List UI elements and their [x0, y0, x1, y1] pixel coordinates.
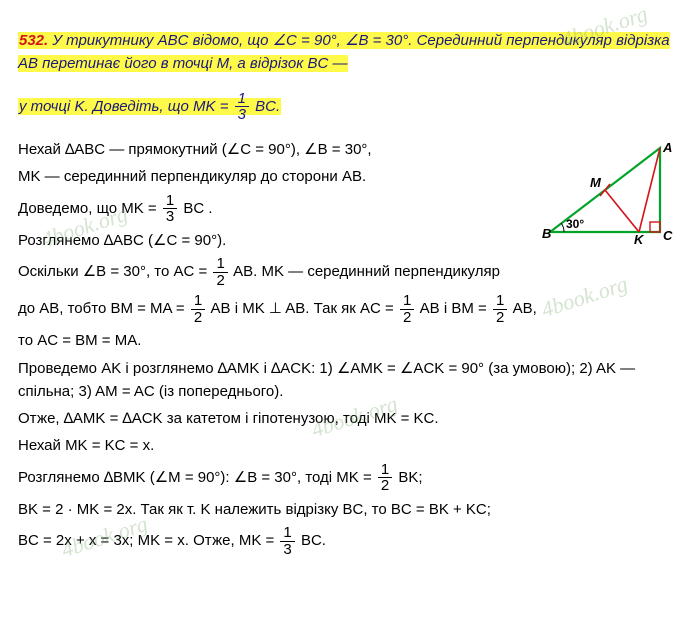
sol-p13a: BC = 2x + x = 3x; MK = x. Отже, MK = [18, 532, 278, 549]
sol-p6b: AB і MK ⊥ AB. Так як AC = [211, 300, 398, 317]
statement-fraction: 1 3 [235, 91, 249, 124]
frac-den: 3 [235, 107, 249, 123]
frac-1-2-d: 12 [493, 293, 507, 326]
sol-p9: Отже, ∆AMK = ∆ACK за катетом і гіпотенуз… [18, 407, 677, 430]
frac-1-2-c: 12 [400, 293, 414, 326]
sol-p11: Розглянемо ∆BMK (∠M = 90°): ∠B = 30°, то… [18, 462, 677, 495]
sol-p3b: BC . [183, 200, 212, 217]
frac-den: 3 [280, 542, 294, 558]
label-M: M [590, 175, 602, 190]
frac-den: 2 [191, 310, 205, 326]
frac-num: 1 [191, 293, 205, 310]
sol-p5b: AB. MK — серединний перпендикуляр [233, 263, 500, 280]
frac-num: 1 [235, 91, 249, 108]
problem-statement-line1: 532. У трикутнику ABC відомо, що ∠C = 90… [18, 29, 677, 76]
label-A: A [662, 140, 672, 155]
sol-p13: BC = 2x + x = 3x; MK = x. Отже, MK = 13 … [18, 525, 677, 558]
frac-1-2-b: 12 [191, 293, 205, 326]
frac-num: 1 [280, 525, 294, 542]
label-K: K [634, 232, 645, 247]
sol-p6: до AB, тобто BM = MA = 12 AB і MK ⊥ AB. … [18, 293, 677, 326]
frac-num: 1 [163, 193, 177, 210]
sol-p3a: Доведемо, що MK = [18, 200, 161, 217]
statement-text-2b: BC. [255, 98, 280, 115]
sol-p11b: BK; [398, 469, 422, 486]
statement-text-2a: у точці K. Доведіть, що MK = [19, 98, 233, 115]
statement-text-1: У трикутнику ABC відомо, що ∠C = 90°, ∠B… [18, 32, 670, 72]
frac-1-2-e: 12 [378, 462, 392, 495]
sol-p13b: BC. [301, 532, 326, 549]
frac-den: 2 [213, 273, 227, 289]
label-C: C [663, 228, 673, 243]
sol-p6a: до AB, тобто BM = MA = [18, 300, 189, 317]
sol-p10: Нехай MK = KC = x. [18, 434, 677, 457]
sol-p5a: Оскільки ∠B = 30°, то AC = [18, 263, 211, 280]
sol-p5: Оскільки ∠B = 30°, то AC = 12 AB. MK — с… [18, 256, 677, 289]
sol-p6d: AB, [513, 300, 537, 317]
frac-num: 1 [213, 256, 227, 273]
label-B: B [542, 226, 551, 241]
sol-p12: BK = 2 · MK = 2x. Так як т. K належить в… [18, 498, 677, 521]
frac-1-3-a: 13 [163, 193, 177, 226]
problem-number: 532. [19, 32, 48, 49]
label-angle: 30° [566, 217, 584, 231]
frac-1-2-a: 12 [213, 256, 227, 289]
frac-num: 1 [400, 293, 414, 310]
frac-num: 1 [493, 293, 507, 310]
frac-1-3-b: 13 [280, 525, 294, 558]
sol-p7: то AC = BM = MA. [18, 329, 677, 352]
problem-statement-line2: у точці K. Доведіть, що MK = 1 3 BC. [18, 91, 677, 124]
frac-den: 2 [400, 310, 414, 326]
sol-p6c: AB і BM = [420, 300, 491, 317]
frac-num: 1 [378, 462, 392, 479]
frac-den: 2 [493, 310, 507, 326]
frac-den: 2 [378, 478, 392, 494]
triangle-figure: A B C M K 30° [542, 140, 677, 250]
frac-den: 3 [163, 209, 177, 225]
sol-p8: Проведемо AK і розглянемо ∆AMK і ∆ACK: 1… [18, 357, 677, 404]
sol-p11a: Розглянемо ∆BMK (∠M = 90°): ∠B = 30°, то… [18, 469, 376, 486]
